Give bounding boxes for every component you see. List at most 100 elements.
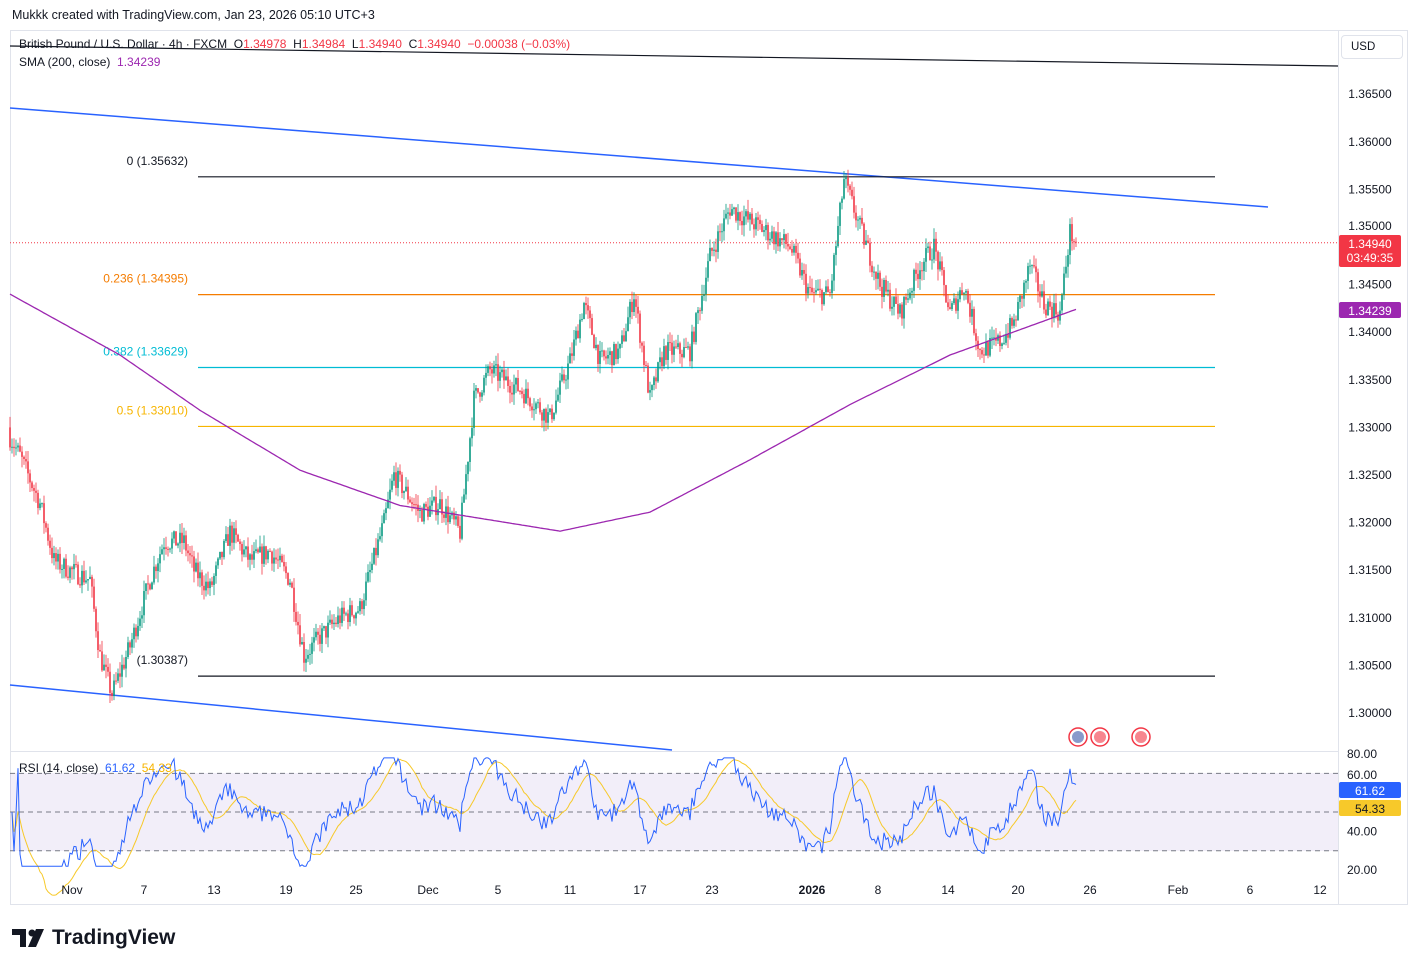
- candle-body: [961, 290, 963, 295]
- candle-body: [323, 626, 325, 629]
- candle-body: [299, 625, 301, 645]
- candle-body: [545, 408, 547, 423]
- candle-body: [1003, 342, 1005, 344]
- candle-body: [289, 582, 291, 585]
- candle-body: [517, 378, 519, 391]
- candle-body: [659, 357, 661, 363]
- candle-body: [95, 608, 97, 632]
- price-tick-label: 1.35000: [1348, 219, 1392, 233]
- price-tick-label: 1.36000: [1348, 135, 1392, 149]
- candle-body: [949, 307, 951, 309]
- candle-body: [167, 548, 169, 550]
- candle-body: [279, 555, 281, 561]
- currency-button[interactable]: USD: [1341, 35, 1403, 59]
- candle-body: [733, 207, 735, 210]
- candle-body: [375, 547, 377, 556]
- candle-body: [237, 534, 239, 542]
- candle-body: [927, 246, 929, 249]
- candle-body: [577, 330, 579, 339]
- candle-body: [249, 554, 251, 560]
- candle-body: [105, 664, 107, 667]
- candle-body: [311, 642, 313, 654]
- chart-frame: [10, 30, 1408, 905]
- pane-divider: [10, 751, 1338, 752]
- candle-body: [717, 231, 719, 252]
- candle-body: [1047, 301, 1049, 316]
- candle-body: [99, 650, 101, 652]
- candle-body: [325, 626, 327, 638]
- candle-body: [801, 269, 803, 276]
- candle-body: [597, 344, 599, 364]
- candle-body: [523, 393, 525, 404]
- candle-body: [57, 553, 59, 562]
- candle-body: [669, 342, 671, 344]
- candle-body: [559, 380, 561, 395]
- candle-body: [151, 582, 153, 590]
- candle-body: [863, 223, 865, 245]
- candle-body: [989, 338, 991, 356]
- candle-body: [49, 540, 51, 548]
- candle-body: [1035, 266, 1037, 273]
- sma-value: 1.34239: [117, 55, 161, 69]
- candle-body: [93, 586, 95, 609]
- candle-body: [259, 546, 261, 553]
- open-label: O: [233, 37, 244, 51]
- candle-body: [805, 273, 807, 294]
- candle-body: [723, 218, 725, 232]
- candle-body: [735, 207, 737, 221]
- candle-body: [349, 605, 351, 622]
- candle-body: [1029, 265, 1031, 267]
- candle-body: [549, 408, 551, 413]
- candle-body: [697, 310, 699, 314]
- candle-body: [743, 216, 745, 226]
- candle-body: [321, 628, 323, 644]
- chart-credit: Mukkk created with TradingView.com, Jan …: [12, 8, 375, 22]
- low-value: 1.34940: [358, 37, 402, 51]
- candle-body: [665, 346, 667, 360]
- candle-body: [747, 211, 749, 220]
- candle-body: [389, 489, 391, 500]
- candle-body: [337, 615, 339, 625]
- candle-body: [287, 573, 289, 585]
- candle-body: [1013, 319, 1015, 326]
- candle-body: [699, 310, 701, 312]
- candle-body: [959, 290, 961, 300]
- candle-body: [867, 240, 869, 243]
- candle-body: [807, 287, 809, 294]
- candle-body: [885, 279, 887, 292]
- candle-body: [177, 543, 179, 546]
- candle-body: [535, 403, 537, 410]
- candle-body: [673, 346, 675, 355]
- candle-body: [939, 261, 941, 270]
- time-tick-label: 5: [495, 883, 502, 897]
- candle-body: [273, 557, 275, 564]
- candle-body: [573, 339, 575, 356]
- candle-body: [285, 566, 287, 574]
- candle-body: [55, 553, 57, 562]
- candle-body: [1027, 266, 1029, 281]
- candle-body: [185, 535, 187, 551]
- candle-body: [37, 492, 39, 509]
- candle-body: [837, 225, 839, 247]
- candle-body: [275, 557, 277, 560]
- candle-body: [773, 231, 775, 245]
- candle-body: [941, 261, 943, 271]
- candle-body: [155, 566, 157, 572]
- candle-body: [379, 536, 381, 540]
- candle-body: [309, 653, 311, 655]
- candle-body: [811, 287, 813, 293]
- time-tick-label: Feb: [1168, 883, 1189, 897]
- candle-body: [1045, 309, 1047, 316]
- candle-body: [457, 516, 459, 526]
- candle-body: [171, 538, 173, 549]
- close-label: C: [408, 37, 418, 51]
- tradingview-logo[interactable]: TradingView: [12, 926, 175, 950]
- candle-body: [489, 366, 491, 370]
- candle-body: [897, 303, 899, 314]
- candle-body: [377, 539, 379, 556]
- candle-body: [751, 213, 753, 225]
- candle-body: [181, 532, 183, 543]
- flag-fill-icon: [1072, 731, 1084, 743]
- candle-body: [365, 581, 367, 601]
